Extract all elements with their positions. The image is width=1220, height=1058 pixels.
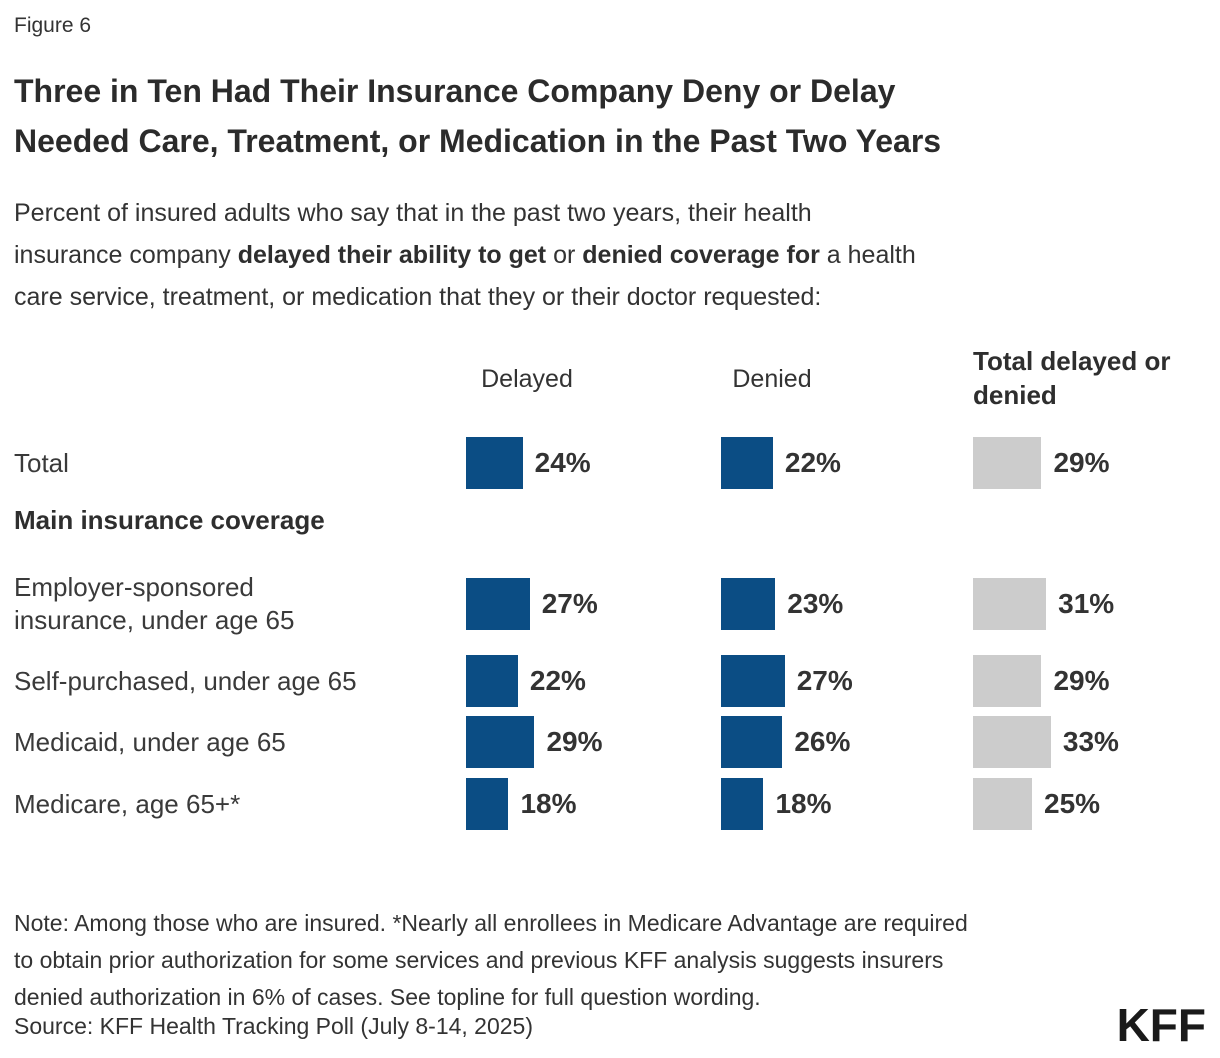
bar-total bbox=[973, 655, 1042, 707]
value-label: 29% bbox=[546, 726, 603, 757]
chart-title: Three in Ten Had Their Insurance Company… bbox=[14, 66, 1204, 166]
note-text: Note: Among those who are insured. *Near… bbox=[14, 910, 968, 1010]
chart-title-line2: Needed Care, Treatment, or Medication in… bbox=[14, 123, 942, 159]
denied-bar-cell: 27% bbox=[721, 655, 853, 707]
value-label: 33% bbox=[1062, 726, 1119, 757]
bar-total bbox=[973, 778, 1032, 830]
row-self-purchased: Self-purchased, under age 65 22% 27% 29% bbox=[0, 655, 1220, 707]
value-label: 29% bbox=[1053, 665, 1110, 696]
total-bar-cell: 33% bbox=[973, 716, 1119, 768]
group-heading-main-insurance-coverage: Main insurance coverage bbox=[14, 505, 325, 535]
value-label: 23% bbox=[787, 588, 844, 619]
value-label: 22% bbox=[784, 447, 841, 478]
delayed-bar-cell: 29% bbox=[466, 716, 602, 768]
denied-bar-cell: 23% bbox=[721, 565, 843, 643]
column-header-delayed: Delayed bbox=[481, 365, 573, 393]
figure-label: Figure 6 bbox=[14, 14, 92, 37]
delayed-bar-cell: 24% bbox=[466, 437, 591, 489]
row-label: Employer-sponsored insurance, under age 6… bbox=[14, 572, 295, 635]
value-label: 26% bbox=[794, 726, 851, 757]
row-label: Self-purchased, under age 65 bbox=[14, 665, 357, 696]
total-bar-cell: 29% bbox=[973, 437, 1109, 489]
subtitle-line1: Percent of insured adults who say that i… bbox=[14, 199, 812, 227]
denied-bar-cell: 18% bbox=[721, 778, 832, 830]
total-bar-cell: 31% bbox=[973, 565, 1114, 643]
bar-delayed bbox=[466, 778, 509, 830]
row-label: Medicare, age 65+* bbox=[14, 788, 241, 819]
value-label: 31% bbox=[1058, 588, 1115, 619]
value-label: 27% bbox=[541, 588, 598, 619]
subtitle-bold-delayed: delayed their ability to get bbox=[237, 241, 547, 269]
row-medicaid: Medicaid, under age 65 29% 26% 33% bbox=[0, 716, 1220, 768]
bar-delayed bbox=[466, 716, 535, 768]
delayed-bar-cell: 27% bbox=[466, 565, 598, 643]
kff-logo: KFF bbox=[1116, 999, 1206, 1051]
subtitle-line3: care service, treatment, or medication t… bbox=[14, 283, 822, 311]
value-label: 18% bbox=[520, 788, 577, 819]
bar-denied bbox=[721, 655, 785, 707]
bar-denied bbox=[721, 778, 764, 830]
row-label: Medicaid, under age 65 bbox=[14, 726, 286, 757]
subtitle-bold-denied: denied coverage for bbox=[582, 241, 820, 269]
column-header-denied: Denied bbox=[732, 365, 812, 393]
bar-denied bbox=[721, 716, 783, 768]
denied-bar-cell: 22% bbox=[721, 437, 841, 489]
subtitle-line2: insurance company delayed their ability … bbox=[14, 241, 916, 269]
bar-delayed bbox=[466, 655, 518, 707]
total-bar-cell: 25% bbox=[973, 778, 1100, 830]
value-label: 25% bbox=[1044, 788, 1101, 819]
value-label: 18% bbox=[775, 788, 832, 819]
bar-denied bbox=[721, 578, 776, 630]
total-bar-cell: 29% bbox=[973, 655, 1109, 707]
bar-total bbox=[973, 437, 1042, 489]
value-label: 27% bbox=[796, 665, 853, 696]
value-label: 22% bbox=[529, 665, 586, 696]
delayed-bar-cell: 18% bbox=[466, 778, 577, 830]
denied-bar-cell: 26% bbox=[721, 716, 850, 768]
row-medicare: Medicare, age 65+* 18% 18% 25% bbox=[0, 778, 1220, 830]
row-total: Total 24% 22% 29% bbox=[0, 437, 1220, 489]
bar-delayed bbox=[466, 437, 523, 489]
bar-denied bbox=[721, 437, 773, 489]
chart-subtitle: Percent of insured adults who say that i… bbox=[14, 192, 1209, 318]
column-header-total-delayed-or-denied: Total delayed or denied bbox=[973, 346, 1171, 410]
bar-total bbox=[973, 578, 1047, 630]
value-label: 29% bbox=[1053, 447, 1110, 478]
row-label: Total bbox=[14, 447, 69, 478]
chart-title-line1: Three in Ten Had Their Insurance Company… bbox=[14, 73, 896, 109]
bar-delayed bbox=[466, 578, 530, 630]
bar-total bbox=[973, 716, 1051, 768]
row-employer-sponsored: Employer-sponsored insurance, under age 6… bbox=[0, 565, 1220, 643]
source-text: Source: KFF Health Tracking Poll (July 8… bbox=[14, 1013, 534, 1039]
delayed-bar-cell: 22% bbox=[466, 655, 586, 707]
value-label: 24% bbox=[534, 447, 591, 478]
